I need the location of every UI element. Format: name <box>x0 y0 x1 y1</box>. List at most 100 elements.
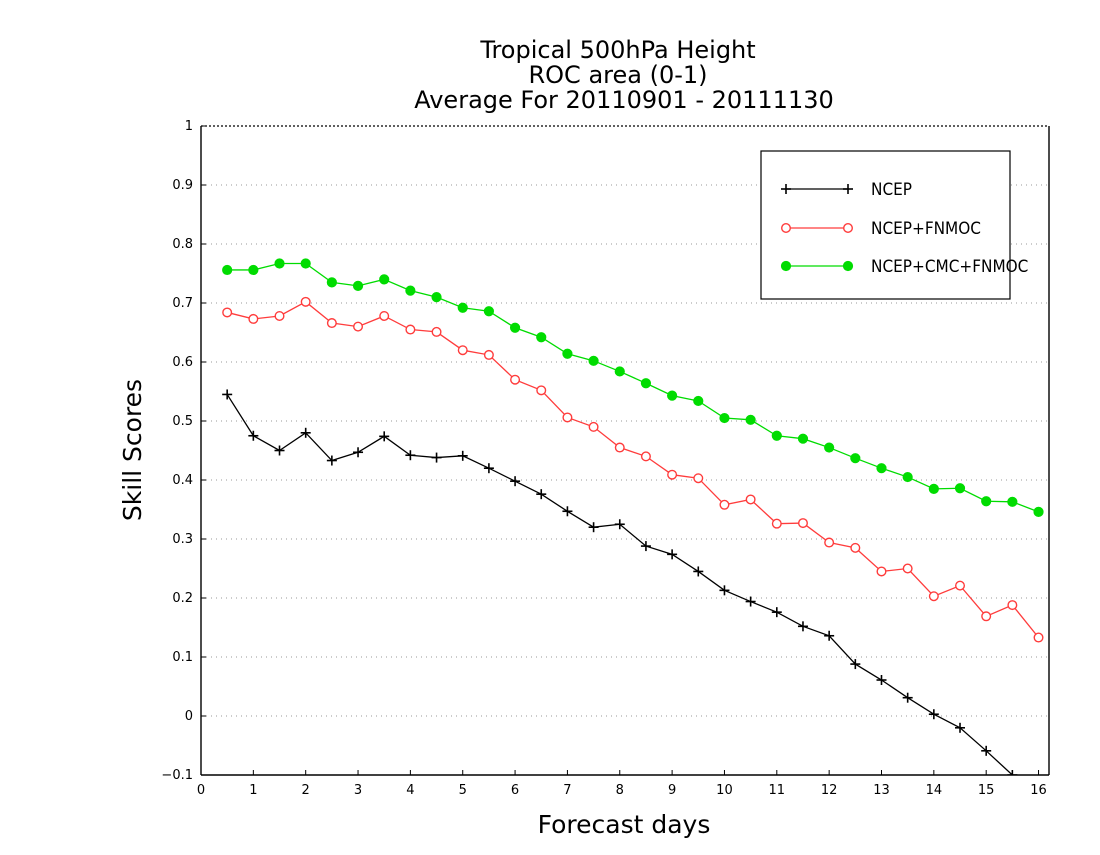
x-axis-label: Forecast days <box>538 810 711 839</box>
data-point <box>457 345 468 356</box>
data-point <box>955 722 966 733</box>
data-point <box>405 450 416 461</box>
data-point <box>222 389 233 400</box>
legend-marker-start-1 <box>781 222 792 233</box>
data-point <box>379 274 390 285</box>
data-point <box>876 463 887 474</box>
y-tick-label: 0.1 <box>172 650 193 665</box>
legend: NCEP NCEP+FNMOC NCEP+CMC+FNMOC <box>760 150 1028 300</box>
data-point <box>1033 506 1044 517</box>
data-point <box>824 537 835 548</box>
data-point <box>876 566 887 577</box>
data-point <box>274 310 285 321</box>
data-point <box>824 630 835 641</box>
y-tick-label: 1 <box>185 119 193 134</box>
data-point <box>405 324 416 335</box>
data-point <box>797 433 809 444</box>
x-tick-label: 9 <box>668 783 676 798</box>
data-point <box>850 659 861 670</box>
data-point <box>771 430 782 441</box>
data-point <box>274 258 285 269</box>
legend-item-1: NCEP+FNMOC <box>781 219 981 239</box>
data-point <box>1007 770 1018 775</box>
data-point <box>457 450 468 461</box>
x-tick-label: 16 <box>1030 783 1047 798</box>
data-point <box>1007 496 1018 507</box>
data-point <box>248 430 259 441</box>
data-point <box>562 506 573 517</box>
legend-label-1: NCEP+FNMOC <box>871 219 981 239</box>
series-0 <box>222 389 1018 775</box>
data-point <box>588 355 599 366</box>
y-tick-label: 0.9 <box>172 178 193 193</box>
data-point <box>824 442 835 453</box>
data-point <box>483 463 494 474</box>
series-line-2 <box>227 262 1039 513</box>
legend-marker-end-2 <box>842 260 854 272</box>
data-point <box>326 318 337 329</box>
data-point <box>222 307 233 318</box>
y-tick-label: 0.2 <box>172 591 193 606</box>
data-point <box>536 385 547 396</box>
data-point <box>745 414 756 425</box>
data-point <box>588 522 599 533</box>
data-point <box>928 709 939 720</box>
legend-item-0: NCEP <box>781 180 912 200</box>
legend-marker-start-2 <box>780 260 792 272</box>
data-point <box>614 366 625 377</box>
data-point <box>379 431 390 442</box>
data-point <box>928 483 939 494</box>
legend-box <box>760 150 1011 300</box>
data-point <box>850 453 861 464</box>
data-point <box>588 421 599 432</box>
x-tick-label: 10 <box>716 783 733 798</box>
data-point <box>954 483 966 494</box>
data-point <box>640 378 652 389</box>
data-point <box>902 692 913 703</box>
data-point <box>719 585 730 596</box>
data-point <box>431 326 442 337</box>
chart-title-line-3: Average For 20110901 - 20111130 <box>414 86 834 114</box>
data-point <box>431 292 442 303</box>
data-point <box>640 541 651 552</box>
legend-label-0: NCEP <box>871 180 912 200</box>
data-point <box>353 447 364 458</box>
x-tick-label: 1 <box>249 783 257 798</box>
data-point <box>797 621 808 632</box>
y-tick-label: 0.6 <box>172 355 193 370</box>
data-point <box>536 489 547 500</box>
data-point <box>640 451 651 462</box>
data-point <box>510 374 521 385</box>
legend-marker-end-1 <box>843 222 854 233</box>
chart-title-line-1: Tropical 500hPa Height <box>479 36 755 64</box>
data-point <box>562 348 573 359</box>
data-point <box>405 285 416 296</box>
tick-labels: −0.100.10.20.30.40.50.60.70.80.910 1 2 3 4 5 6… <box>161 119 1046 798</box>
data-point <box>902 563 913 574</box>
legend-item-2: NCEP+CMC+FNMOC <box>780 257 1028 277</box>
data-point <box>797 518 808 529</box>
y-tick-label: 0.7 <box>172 296 193 311</box>
data-point <box>326 277 337 288</box>
data-point <box>667 390 678 401</box>
data-point <box>1033 632 1044 643</box>
data-point <box>667 549 678 560</box>
data-point <box>614 442 625 453</box>
x-tick-label: 7 <box>563 783 571 798</box>
data-point <box>222 264 233 276</box>
data-point <box>353 321 364 332</box>
y-tick-label: −0.1 <box>161 768 193 783</box>
data-point <box>693 395 704 407</box>
data-point <box>431 452 442 463</box>
data-point <box>300 296 311 307</box>
data-point <box>928 591 939 602</box>
data-point <box>955 580 966 591</box>
x-tick-label: 5 <box>459 783 467 798</box>
data-point <box>483 306 495 317</box>
x-tick-label: 0 <box>197 783 205 798</box>
chart-title-line-2: ROC area (0-1) <box>528 61 707 89</box>
data-point <box>326 455 337 466</box>
data-point <box>771 518 782 529</box>
data-point <box>719 412 730 424</box>
